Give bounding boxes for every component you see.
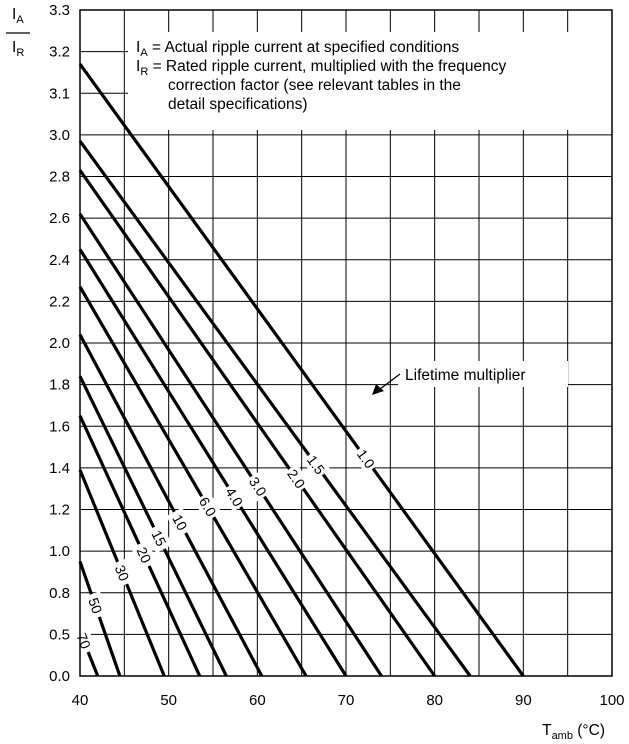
y-tick-label: 2.0 — [49, 335, 70, 352]
y-label-denominator: IR — [12, 39, 24, 59]
series-line-50 — [78, 561, 122, 677]
series-label-background — [82, 591, 108, 620]
series-label-text: 15 — [148, 528, 169, 549]
series-line-4-0 — [78, 248, 348, 677]
legend-note-line: detail specifications) — [168, 96, 308, 113]
y-tick-label: 1.0 — [49, 543, 70, 560]
x-tick-label: 100 — [599, 692, 624, 709]
series-label-text: 10 — [169, 512, 191, 533]
y-tick-label: 2.8 — [49, 169, 70, 186]
series-label-30: 30 — [109, 558, 135, 588]
series-label-background — [282, 463, 311, 494]
y-tick-label: 3.0 — [49, 127, 70, 144]
series-label-3-0: 3.0 — [243, 471, 272, 502]
y-tick-label: 0.0 — [49, 668, 70, 685]
series-label-text: 2.0 — [284, 466, 308, 491]
series-label-background — [220, 481, 249, 512]
series-label-background — [130, 540, 158, 570]
legend-notes: IA = Actual ripple current at specified … — [136, 39, 506, 113]
series-lines — [78, 63, 525, 677]
legend-note-line: IR = Rated ripple current, multiplied wi… — [136, 58, 506, 78]
series-label-background — [109, 558, 135, 588]
y-tick-label: 2.2 — [49, 293, 70, 310]
series-line-15 — [78, 375, 228, 677]
series-label-background — [351, 443, 381, 474]
series-label-20: 20 — [130, 540, 158, 570]
y-tick-label: 1.4 — [49, 460, 70, 477]
series-line-2-0 — [78, 169, 436, 677]
y-tick-label: 1.2 — [49, 502, 70, 519]
series-label-background — [243, 471, 272, 502]
series-label-70: 70 — [70, 626, 97, 656]
series-label-text: 70 — [73, 631, 94, 652]
y-tick-label: 3.3 — [49, 2, 70, 19]
annotation-background — [398, 361, 568, 387]
series-label-background — [301, 449, 331, 480]
series-label-1-0: 1.0 — [351, 443, 381, 474]
y-tick-label: 1.6 — [49, 418, 70, 435]
x-tick-label: 70 — [338, 692, 355, 709]
x-tick-label: 90 — [515, 692, 532, 709]
y-tick-label: 3.1 — [49, 85, 70, 102]
series-label-text: 30 — [112, 563, 133, 584]
y-tick-label: 0.8 — [49, 585, 70, 602]
y-axis-ticks: 0.0 0.5 0.8 1.0 1.2 1.4 1.6 1.8 2.0 2.2 2.4 2.6 2.8 3… — [49, 2, 70, 685]
x-tick-label: 50 — [160, 692, 177, 709]
annotation-text: Lifetime multiplier — [405, 367, 526, 384]
x-tick-label: 60 — [249, 692, 266, 709]
x-axis-ticks: 40 50 60 70 80 90 100 — [72, 692, 625, 709]
series-line-10 — [78, 333, 264, 677]
annotation-arrow-line — [379, 373, 401, 390]
series-label-1-5: 1.5 — [301, 449, 331, 480]
x-axis-label: Tamb (°C) — [542, 722, 605, 742]
series-line-6-0 — [78, 286, 308, 677]
series-label-text: 1.5 — [304, 452, 329, 477]
x-tick-label: 40 — [72, 692, 89, 709]
series-line-1-5 — [78, 140, 472, 677]
series-label-background — [70, 626, 97, 656]
series-label-10: 10 — [166, 507, 194, 538]
series-label-6-0: 6.0 — [193, 491, 222, 522]
y-tick-label: 0.5 — [49, 626, 70, 643]
series-label-background — [166, 507, 194, 538]
y-tick-label: 2.6 — [49, 210, 70, 227]
legend-notes-background — [128, 32, 612, 130]
y-tick-label: 3.2 — [49, 44, 70, 61]
y-label-numerator: IA — [12, 6, 24, 26]
plot-frame — [79, 9, 613, 677]
legend-note-line: IA = Actual ripple current at specified … — [136, 39, 459, 59]
series-label-text: 50 — [85, 596, 105, 616]
series-label-text: 20 — [134, 545, 155, 566]
series-label-15: 15 — [145, 523, 173, 553]
x-axis-label-text: Tamb (°C) — [542, 722, 605, 742]
series-label-50: 50 — [82, 591, 108, 620]
x-tick-label: 80 — [426, 692, 443, 709]
annotation-arrow-head — [372, 384, 384, 395]
series-line-3-0 — [78, 213, 383, 677]
series-label-background — [193, 491, 222, 522]
series-label-background — [145, 523, 173, 553]
lifetime-multiplier-annotation: Lifetime multiplier — [372, 361, 568, 395]
series-label-4-0: 4.0 — [220, 481, 249, 512]
y-tick-label: 2.4 — [49, 252, 70, 269]
legend-note-line: correction factor (see relevant tables i… — [168, 77, 461, 94]
y-tick-label: 1.8 — [49, 377, 70, 394]
series-line-1-0 — [78, 63, 525, 677]
y-axis-label: IA IR — [6, 6, 30, 59]
